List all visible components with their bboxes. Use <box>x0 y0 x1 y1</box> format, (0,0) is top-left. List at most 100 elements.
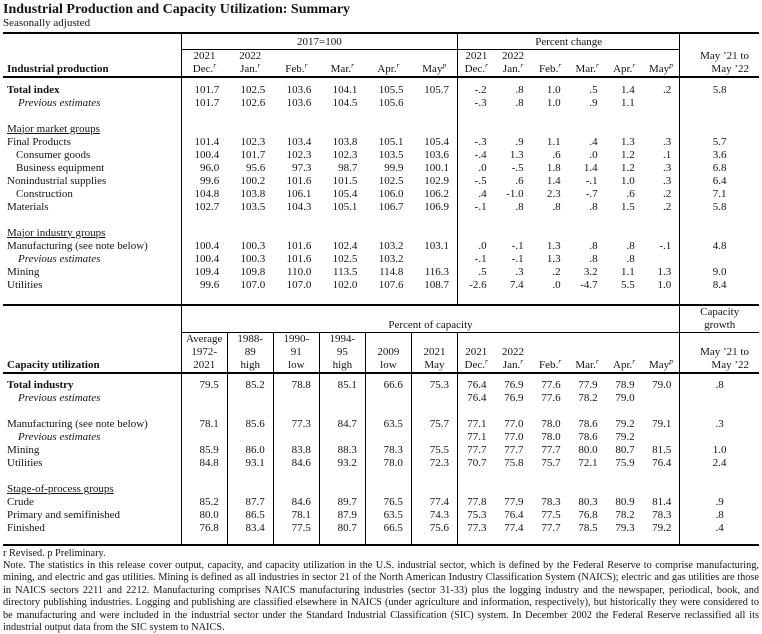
spacer-row <box>3 213 759 227</box>
cell <box>643 483 680 496</box>
year-label <box>643 50 680 63</box>
empty-cell <box>3 373 182 379</box>
cell <box>457 213 495 227</box>
cell: 88.3 <box>319 444 366 457</box>
cell <box>227 405 274 418</box>
cell <box>227 77 273 84</box>
group-header-capacity-growth: Capacity growth <box>679 304 759 333</box>
revision-superscript: r <box>520 59 524 69</box>
cell: 100.4 <box>194 148 220 161</box>
yoy-header-line1: May ’21 to <box>700 49 749 62</box>
row-label-text: Previous estimates <box>18 96 101 109</box>
cell: 72.1 <box>578 457 598 469</box>
cell-yoy: 2.4 <box>679 457 759 470</box>
cell <box>181 373 228 379</box>
year-label <box>411 50 457 63</box>
cell <box>569 227 606 240</box>
cell <box>569 110 606 123</box>
year-label <box>532 346 569 359</box>
cell: 103.6 <box>286 96 312 109</box>
pad-row <box>3 373 759 379</box>
group-header-percent-of-capacity: Percent of capacity <box>181 304 680 333</box>
cell <box>181 470 228 483</box>
cell: 105.4 <box>424 135 450 148</box>
cell <box>273 483 320 496</box>
cell: 2.3 <box>546 187 561 200</box>
month-abbrev: May <box>649 62 670 75</box>
cell: 101.7 <box>194 96 220 109</box>
cell <box>457 470 494 483</box>
cell: 63.5 <box>365 509 412 522</box>
cell <box>457 535 494 545</box>
col-header-yoy: May ’21 to May ’22 <box>679 33 759 78</box>
cell: 78.3 <box>541 496 561 508</box>
cell: 1.3 <box>657 265 672 278</box>
table-row: Manufacturing (see note below) 78.1 85.6 77… <box>3 418 759 431</box>
cell <box>273 470 320 483</box>
cell <box>606 214 643 227</box>
cell <box>365 392 412 405</box>
table-row: Consumer goods 100.4 101.7 102.3 102.3 103.5 1… <box>3 148 759 162</box>
col-header-dec: 2021 Dec.r <box>457 332 495 374</box>
cell <box>227 535 274 545</box>
section-row: Stage-of-process groups <box>3 483 759 496</box>
cell <box>569 470 606 483</box>
month-header-row: 2021 Dec.r 2022 Jan.r Feb.r Mar.r Apr.r Mayp 202… <box>3 49 759 78</box>
cell: .8 <box>626 239 635 252</box>
hist-header-line: 1990- <box>283 333 310 345</box>
empty-cell <box>3 405 182 418</box>
cell: 76.9 <box>504 392 524 404</box>
cell <box>181 392 228 405</box>
cell <box>569 214 606 227</box>
year-label <box>569 50 606 63</box>
cell: 77.0 <box>504 418 524 430</box>
cell <box>319 405 366 418</box>
cell <box>319 214 365 227</box>
month-label: Apr.r <box>606 61 643 75</box>
cell-yoy: .8 <box>679 379 759 392</box>
cell: -.1 <box>457 200 495 214</box>
cell: 104.8 <box>194 187 220 200</box>
cell <box>365 123 411 136</box>
cell: 99.9 <box>384 161 404 174</box>
cell: 85.9 <box>181 444 228 457</box>
row-label: Finished <box>3 522 182 535</box>
cell-yoy <box>679 96 759 110</box>
row-label-text: Materials <box>7 200 49 213</box>
hist-header-line <box>366 333 411 346</box>
row-label: Previous estimates <box>3 96 182 110</box>
row-label-text: Construction <box>16 187 73 200</box>
row-label: Primary and semifinished <box>3 509 182 522</box>
cell: .3 <box>515 265 524 278</box>
footnotes: r Revised. p Preliminary. Note. The stat… <box>3 548 759 634</box>
month-abbrev: May <box>422 62 443 75</box>
cell: 77.3 <box>467 522 487 534</box>
month-label: Mar.r <box>569 357 606 371</box>
month-abbrev: Apr. <box>377 62 397 75</box>
cell: 1.3 <box>620 135 635 148</box>
cell: 101.7 <box>194 83 220 96</box>
empty-cell <box>3 291 182 304</box>
cell-yoy: .3 <box>679 418 759 431</box>
cell <box>411 227 457 240</box>
cell <box>569 123 606 136</box>
col-header-feb: Feb.r <box>273 49 320 78</box>
cell-yoy <box>679 431 759 444</box>
cell: 103.6 <box>286 83 312 96</box>
cell: 105.1 <box>332 200 358 213</box>
year-label <box>569 346 606 359</box>
cell <box>532 470 569 483</box>
cell: 77.1 <box>467 418 487 430</box>
yoy-header-line: May ’21 to <box>700 346 749 358</box>
cell: 89.7 <box>319 496 366 509</box>
cell: 1.2 <box>620 161 635 174</box>
cell-yoy <box>679 470 759 483</box>
cell: 78.0 <box>365 457 412 470</box>
cell: 77.4 <box>411 496 458 509</box>
cell: 1.4 <box>583 161 598 174</box>
cell <box>181 227 227 240</box>
cell <box>411 483 458 496</box>
row-label: Major industry groups <box>3 226 182 240</box>
cell <box>181 483 228 496</box>
cell: 70.7 <box>467 457 487 469</box>
